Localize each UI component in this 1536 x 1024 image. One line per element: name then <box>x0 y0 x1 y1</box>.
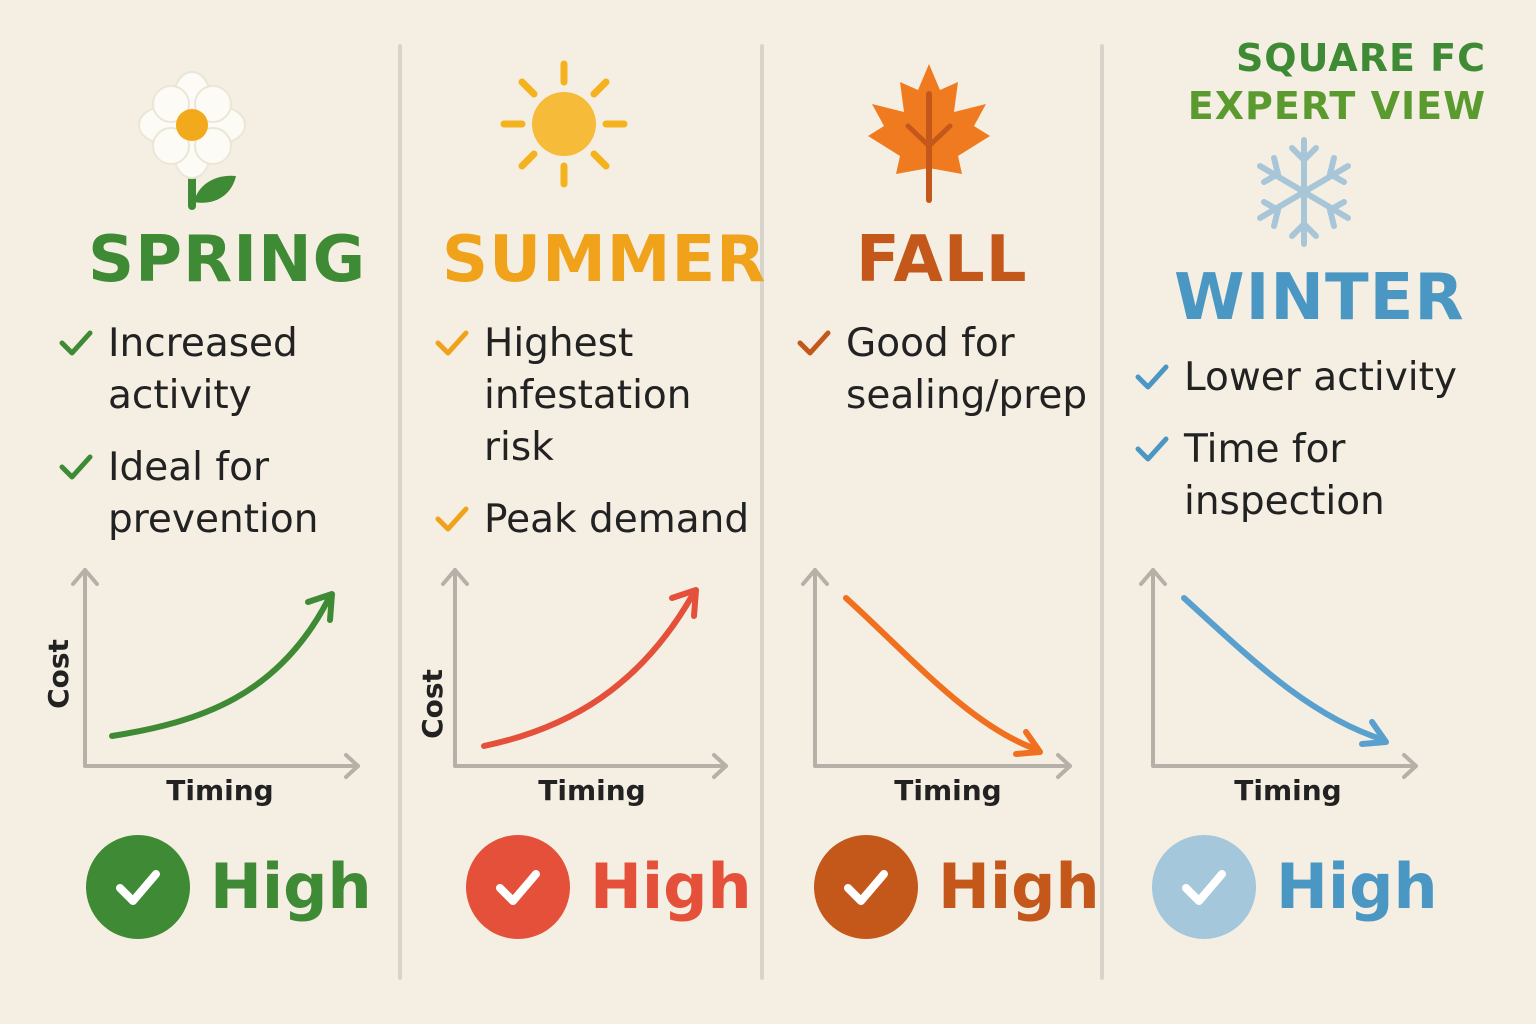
check-icon <box>1135 436 1169 462</box>
bullet-list: Increased activity Ideal for prevention <box>56 318 386 566</box>
chart-axes <box>801 568 1072 779</box>
list-item: Increased activity <box>56 318 386 422</box>
column-divider <box>1100 44 1104 980</box>
season-title: FALL <box>856 223 1028 297</box>
season-title: WINTER <box>1174 261 1465 335</box>
season-title: SUMMER <box>442 223 767 297</box>
list-item: Lower activity <box>1132 352 1492 404</box>
x-axis-label: Timing <box>894 774 1001 807</box>
cost-timing-chart: Cost Timing <box>42 568 360 807</box>
rating-label: High <box>210 850 372 923</box>
check-badge-icon <box>86 835 190 939</box>
trend-line <box>109 591 335 739</box>
check-icon <box>797 330 831 356</box>
check-icon <box>59 454 93 480</box>
brand-label: SQUARE FC EXPERT VIEW <box>1188 34 1486 130</box>
rating-label: High <box>590 850 752 923</box>
check-badge-icon <box>466 835 570 939</box>
list-item: Time for inspection <box>1132 424 1492 528</box>
x-axis-label: Timing <box>166 774 273 807</box>
trend-line <box>481 587 699 749</box>
cost-timing-chart: Timing <box>801 568 1072 807</box>
check-icon <box>1135 364 1169 390</box>
list-item: Ideal for prevention <box>56 442 386 546</box>
sun-icon <box>500 60 628 188</box>
flower-icon <box>138 71 246 210</box>
check-badge-icon <box>814 835 918 939</box>
chart-axes <box>71 568 360 779</box>
rating-badge: High <box>466 834 752 940</box>
rating-badge: High <box>814 834 1100 940</box>
rating-badge: High <box>1152 834 1438 940</box>
brand-line-2: EXPERT VIEW <box>1187 84 1486 128</box>
cost-timing-chart: Cost Timing <box>416 568 728 807</box>
rating-label: High <box>938 850 1100 923</box>
list-item: Good for sealing/prep <box>794 318 1114 422</box>
bullet-list: Highest infestation risk Peak demand <box>432 318 762 566</box>
check-badge-icon <box>1152 835 1256 939</box>
rating-badge: High <box>86 834 372 940</box>
check-icon <box>59 330 93 356</box>
check-icon <box>435 506 469 532</box>
rating-label: High <box>1276 850 1438 923</box>
check-icon <box>435 330 469 356</box>
trend-line <box>843 595 1043 757</box>
trend-line <box>1181 595 1389 747</box>
column-divider <box>760 44 764 980</box>
bullet-list: Good for sealing/prep <box>794 318 1114 442</box>
x-axis-label: Timing <box>538 774 645 807</box>
cost-timing-chart: Timing <box>1139 568 1418 807</box>
list-item: Highest infestation risk <box>432 318 762 474</box>
x-axis-label: Timing <box>1234 774 1341 807</box>
y-axis-label: Cost <box>42 639 75 709</box>
bullet-list: Lower activity Time for inspection <box>1132 352 1492 548</box>
brand-line-1: SQUARE FC <box>1235 36 1486 80</box>
list-item: Peak demand <box>432 494 762 546</box>
season-title: SPRING <box>88 223 367 297</box>
y-axis-label: Cost <box>416 669 449 739</box>
chart-axes <box>1139 568 1418 779</box>
column-divider <box>398 44 402 980</box>
maple-leaf-icon <box>868 64 990 203</box>
snowflake-icon <box>1257 137 1351 247</box>
chart-axes <box>441 568 728 779</box>
